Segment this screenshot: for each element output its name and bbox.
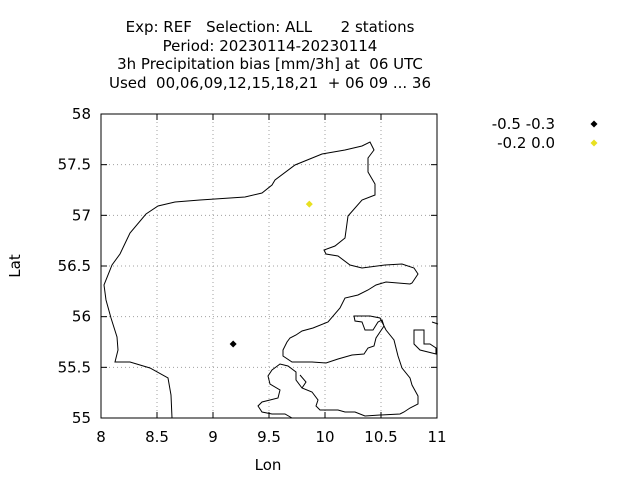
coastline-outline xyxy=(103,141,439,419)
title-line-1: Exp: REF Selection: ALL 2 stations xyxy=(125,18,415,36)
y-tick-label: 58 xyxy=(72,105,91,123)
x-axis-label: Lon xyxy=(255,456,282,474)
chart-title: Exp: REF Selection: ALL 2 stations Perio… xyxy=(0,18,540,92)
y-tick-label: 56.5 xyxy=(58,257,91,275)
y-tick-label: 57.5 xyxy=(58,156,91,174)
legend-marker xyxy=(590,139,598,147)
x-tick-label: 10 xyxy=(315,428,334,446)
x-tick-label: 9 xyxy=(208,428,218,446)
x-tick-label: 8 xyxy=(96,428,106,446)
legend: -0.5 -0.3-0.2 0.0 xyxy=(492,115,598,152)
grid-lines xyxy=(101,114,437,418)
y-tick-label: 57 xyxy=(72,206,91,224)
title-line-2: Period: 20230114-20230114 xyxy=(162,36,378,55)
x-tick-label: 9.5 xyxy=(257,428,281,446)
y-tick-label: 55 xyxy=(72,409,91,427)
legend-marker xyxy=(590,120,598,128)
axis-ticks: 8 8.5 9 9.5 10 10.5 11 55 55.5 56 56.5 57 57.5 58 xyxy=(58,105,447,446)
title-line-4: Used 00,06,09,12,15,18,21 + 06 09 ... 36 xyxy=(108,73,432,92)
data-point xyxy=(229,340,237,348)
x-tick-label: 11 xyxy=(427,428,446,446)
y-tick-label: 55.5 xyxy=(58,358,91,376)
y-tick-label: 56 xyxy=(72,308,91,326)
data-points xyxy=(229,200,313,348)
x-tick-label: 10.5 xyxy=(364,428,397,446)
x-tick-label: 8.5 xyxy=(145,428,169,446)
legend-label: -0.2 0.0 xyxy=(497,134,555,152)
y-axis-label: Lat xyxy=(6,254,24,278)
title-line-3: 3h Precipitation bias [mm/3h] at 06 UTC xyxy=(117,55,423,73)
data-point xyxy=(305,200,313,208)
legend-label: -0.5 -0.3 xyxy=(492,115,555,133)
